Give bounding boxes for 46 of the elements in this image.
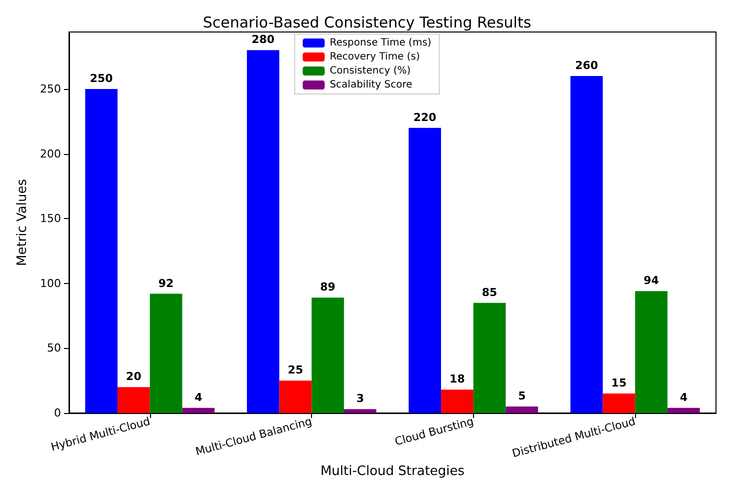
y-tick-label: 150 bbox=[40, 212, 61, 226]
bar bbox=[279, 380, 312, 413]
bar bbox=[602, 394, 636, 413]
data-label: 250 bbox=[90, 72, 114, 86]
legend-label: Recovery Time (s) bbox=[330, 52, 420, 62]
bar bbox=[635, 291, 668, 413]
x-tick-label: Cloud Bursting bbox=[393, 414, 476, 448]
bar bbox=[118, 387, 150, 413]
bar bbox=[150, 294, 182, 413]
bar bbox=[506, 406, 538, 413]
data-label: 5 bbox=[518, 390, 526, 403]
bar bbox=[85, 89, 118, 413]
data-label: 94 bbox=[644, 274, 660, 288]
bar bbox=[182, 408, 215, 413]
data-label: 92 bbox=[158, 276, 174, 290]
data-label: 15 bbox=[611, 376, 627, 390]
x-axis-title: Multi-Cloud Strategies bbox=[320, 464, 465, 479]
bar bbox=[570, 76, 603, 413]
data-label: 4 bbox=[680, 390, 688, 404]
data-label: 85 bbox=[482, 286, 498, 299]
y-tick-label: 200 bbox=[40, 147, 61, 160]
y-tick-label: 100 bbox=[40, 276, 61, 290]
data-label: 260 bbox=[575, 59, 598, 72]
data-label: 18 bbox=[450, 372, 465, 386]
data-label: 4 bbox=[194, 390, 203, 404]
bar bbox=[312, 298, 344, 413]
data-label: 280 bbox=[252, 33, 275, 46]
data-label: 3 bbox=[356, 392, 364, 406]
legend-label: Response Time (ms) bbox=[330, 38, 432, 48]
y-tick-label: 0 bbox=[54, 406, 61, 420]
y-axis-title: Metric Values bbox=[15, 178, 30, 266]
data-label: 220 bbox=[413, 110, 437, 124]
data-label: 25 bbox=[288, 364, 304, 377]
y-tick-label: 50 bbox=[47, 342, 61, 355]
bar bbox=[246, 50, 280, 413]
data-label: 89 bbox=[320, 280, 336, 294]
bar bbox=[441, 390, 474, 413]
bar bbox=[473, 302, 506, 413]
bar bbox=[667, 408, 700, 413]
y-tick-label: 250 bbox=[40, 82, 61, 96]
legend-label: Scalability Score bbox=[330, 80, 412, 90]
legend-label: Consistency (%) bbox=[330, 66, 411, 76]
bar bbox=[408, 128, 442, 413]
chart-title: Scenario-Based Consistency Testing Results bbox=[202, 14, 532, 32]
bar bbox=[344, 409, 376, 413]
data-label: 20 bbox=[126, 370, 142, 384]
